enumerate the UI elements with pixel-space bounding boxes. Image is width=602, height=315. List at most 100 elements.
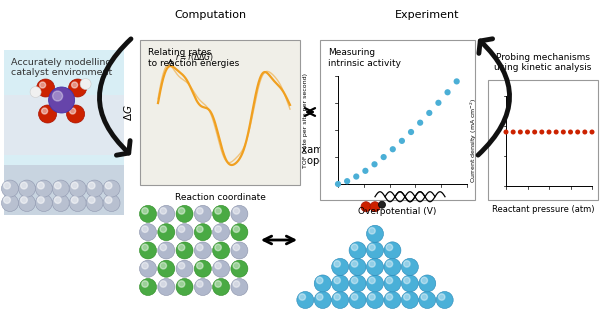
Circle shape — [369, 244, 375, 250]
FancyBboxPatch shape — [320, 40, 475, 200]
Circle shape — [20, 197, 27, 203]
Circle shape — [314, 275, 331, 292]
Circle shape — [332, 275, 349, 292]
Circle shape — [402, 291, 418, 308]
Circle shape — [233, 208, 240, 214]
Circle shape — [384, 258, 401, 275]
Text: catalyst environment: catalyst environment — [11, 68, 112, 77]
Circle shape — [158, 242, 175, 259]
Point — [370, 162, 379, 167]
FancyBboxPatch shape — [488, 80, 598, 200]
Point — [559, 129, 568, 135]
Circle shape — [349, 258, 366, 275]
Circle shape — [1, 180, 19, 197]
Circle shape — [369, 294, 375, 300]
Text: Experiment: Experiment — [396, 10, 460, 20]
Circle shape — [37, 197, 44, 203]
Circle shape — [49, 87, 75, 113]
Circle shape — [197, 281, 203, 287]
Text: Reactant pressure (atm): Reactant pressure (atm) — [492, 205, 594, 215]
Circle shape — [370, 202, 380, 212]
Circle shape — [71, 197, 78, 203]
Circle shape — [30, 87, 41, 98]
Circle shape — [176, 242, 193, 259]
Point — [573, 129, 583, 135]
Circle shape — [194, 260, 211, 277]
Text: active-site model: active-site model — [157, 156, 243, 166]
Circle shape — [367, 225, 383, 242]
Circle shape — [194, 278, 211, 295]
Text: operando spectroscopy: operando spectroscopy — [307, 156, 423, 166]
Circle shape — [352, 244, 358, 250]
Point — [343, 179, 352, 184]
Circle shape — [194, 224, 211, 241]
Circle shape — [379, 201, 385, 208]
Circle shape — [384, 242, 401, 259]
Circle shape — [67, 105, 85, 123]
Circle shape — [37, 79, 55, 97]
Text: Measuring: Measuring — [328, 48, 375, 57]
FancyBboxPatch shape — [140, 40, 300, 185]
Point — [352, 174, 361, 179]
Circle shape — [197, 208, 203, 214]
Point — [523, 129, 532, 135]
Circle shape — [105, 197, 112, 203]
Circle shape — [176, 205, 193, 222]
Circle shape — [233, 244, 240, 251]
Circle shape — [352, 261, 358, 267]
Point — [379, 155, 388, 160]
Circle shape — [367, 242, 383, 259]
Circle shape — [36, 194, 52, 211]
Circle shape — [88, 197, 95, 203]
Circle shape — [80, 78, 91, 89]
Circle shape — [54, 197, 61, 203]
Circle shape — [317, 294, 323, 300]
Circle shape — [103, 180, 120, 197]
Circle shape — [215, 226, 222, 232]
Circle shape — [140, 278, 157, 295]
Circle shape — [369, 227, 375, 234]
Circle shape — [42, 108, 48, 114]
Circle shape — [215, 281, 222, 287]
Circle shape — [4, 182, 10, 189]
Circle shape — [197, 262, 203, 269]
Text: Relating rates: Relating rates — [148, 48, 211, 57]
Circle shape — [176, 224, 193, 241]
Point — [501, 129, 511, 135]
Circle shape — [194, 242, 211, 259]
Circle shape — [71, 182, 78, 189]
Text: Examining the catalyst with: Examining the catalyst with — [296, 145, 435, 155]
Circle shape — [160, 226, 167, 232]
Circle shape — [4, 197, 10, 203]
Circle shape — [88, 182, 95, 189]
Text: intrinsic activity: intrinsic activity — [328, 59, 401, 68]
Circle shape — [197, 226, 203, 232]
Text: Probing mechanisms: Probing mechanisms — [496, 53, 590, 62]
Circle shape — [213, 224, 229, 241]
Circle shape — [72, 82, 78, 88]
Point — [566, 129, 576, 135]
Circle shape — [20, 182, 27, 189]
Point — [452, 79, 462, 84]
Circle shape — [402, 258, 418, 275]
Circle shape — [158, 278, 175, 295]
Circle shape — [367, 291, 383, 308]
Circle shape — [160, 244, 167, 251]
Circle shape — [419, 291, 436, 308]
Circle shape — [215, 262, 222, 269]
Circle shape — [233, 281, 240, 287]
Text: TOF (rate per site per second): TOF (rate per site per second) — [303, 72, 308, 168]
Circle shape — [141, 226, 148, 232]
Circle shape — [52, 180, 69, 197]
Circle shape — [158, 260, 175, 277]
Text: $\Delta G$: $\Delta G$ — [122, 104, 134, 121]
Circle shape — [215, 208, 222, 214]
Circle shape — [141, 262, 148, 269]
Circle shape — [213, 278, 229, 295]
Circle shape — [160, 262, 167, 269]
Circle shape — [52, 194, 69, 211]
Circle shape — [332, 291, 349, 308]
Circle shape — [39, 105, 57, 123]
Circle shape — [69, 194, 86, 211]
Circle shape — [334, 277, 340, 284]
